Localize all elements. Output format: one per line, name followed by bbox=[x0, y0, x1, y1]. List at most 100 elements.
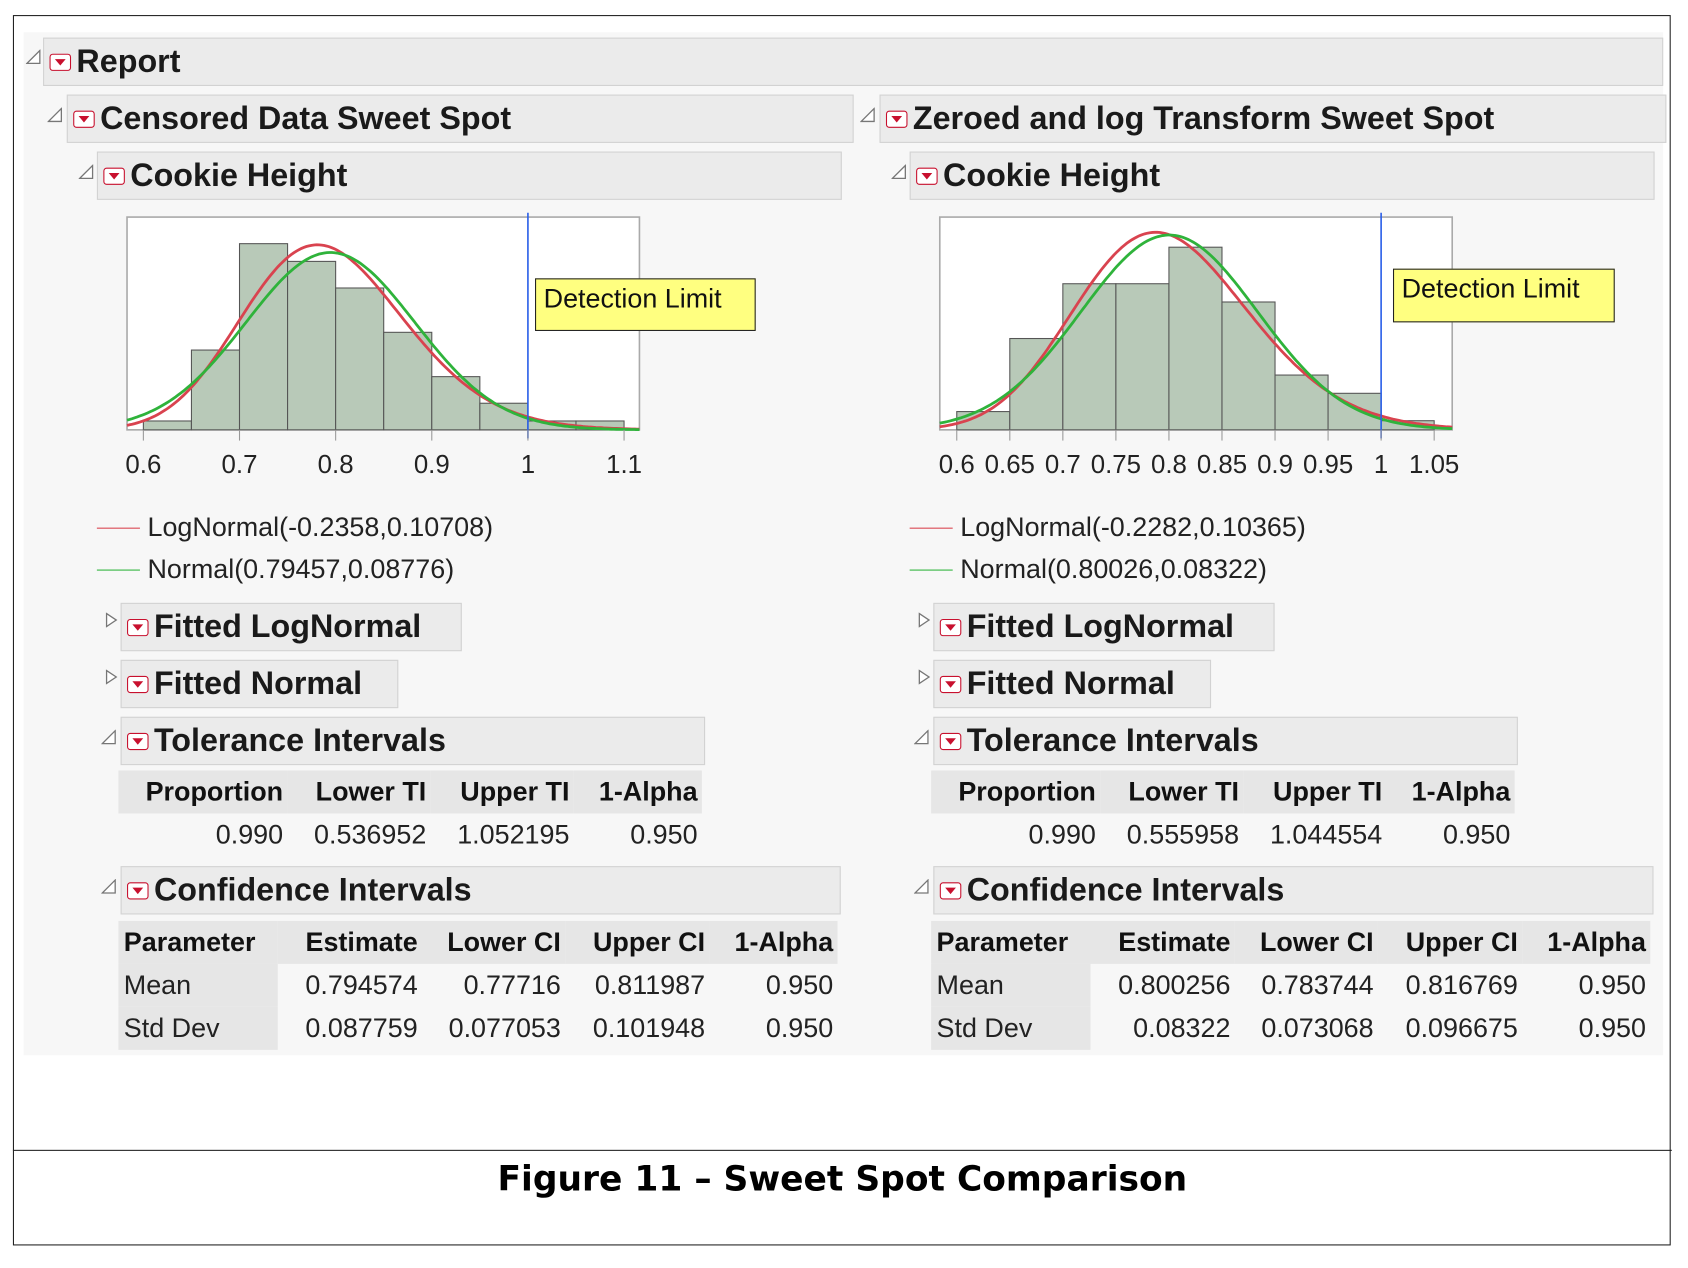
column-header[interactable]: Upper CI bbox=[565, 920, 710, 964]
histogram-bar bbox=[431, 376, 481, 431]
detection-limit-annotation[interactable]: Detection Limit bbox=[535, 278, 756, 331]
red-triangle-menu-icon[interactable] bbox=[127, 618, 149, 636]
legend-swatch-lognormal bbox=[909, 527, 953, 529]
panel-header[interactable]: Censored Data Sweet Spot bbox=[66, 94, 854, 143]
column-header[interactable]: 1-Alpha bbox=[573, 770, 702, 814]
fitted-lognormal-header[interactable]: Fitted LogNormal bbox=[933, 602, 1275, 652]
disclosure-open-icon[interactable] bbox=[47, 107, 63, 123]
confidence-intervals-header[interactable]: Confidence Intervals bbox=[120, 866, 841, 915]
column-header[interactable]: Parameter bbox=[118, 920, 278, 964]
disclosure-closed-icon[interactable] bbox=[103, 612, 118, 628]
column-header[interactable]: 1-Alpha bbox=[709, 920, 838, 964]
table-cell: 0.950 bbox=[1578, 969, 1646, 1000]
column-header[interactable]: Estimate bbox=[1090, 920, 1235, 964]
table-cell: 0.950 bbox=[765, 1012, 834, 1043]
column-header[interactable]: Upper TI bbox=[430, 770, 574, 814]
fitted-lognormal-title: Fitted LogNormal bbox=[153, 608, 422, 645]
legend-label-lognormal: LogNormal(-0.2282,0.10365) bbox=[960, 512, 1306, 543]
table-header-row: Proportion Lower TI Upper TI 1-Alpha bbox=[118, 770, 702, 814]
variable-title: Cookie Height bbox=[130, 157, 348, 193]
disclosure-closed-icon[interactable] bbox=[916, 612, 931, 628]
x-tick-label: 0.9 bbox=[1257, 451, 1293, 479]
variable-header[interactable]: Cookie Height bbox=[96, 151, 842, 200]
column-header[interactable]: Lower CI bbox=[421, 920, 566, 964]
disclosure-closed-icon[interactable] bbox=[103, 669, 118, 685]
red-triangle-menu-icon[interactable] bbox=[916, 167, 938, 185]
table-cell: 0.101948 bbox=[592, 1012, 706, 1043]
confidence-intervals-header[interactable]: Confidence Intervals bbox=[933, 866, 1654, 915]
column-header[interactable]: Lower TI bbox=[287, 770, 431, 814]
red-triangle-menu-icon[interactable] bbox=[939, 732, 962, 750]
red-triangle-menu-icon[interactable] bbox=[127, 881, 149, 899]
disclosure-open-icon[interactable] bbox=[101, 879, 116, 894]
red-triangle-menu-icon[interactable] bbox=[885, 110, 908, 128]
detection-limit-annotation[interactable]: Detection Limit bbox=[1392, 268, 1615, 323]
tolerance-intervals-header[interactable]: Tolerance Intervals bbox=[933, 716, 1518, 766]
column-header[interactable]: Estimate bbox=[277, 920, 422, 964]
column-header[interactable]: Lower CI bbox=[1234, 920, 1378, 964]
disclosure-open-icon[interactable] bbox=[860, 107, 875, 123]
tolerance-intervals-title: Tolerance Intervals bbox=[153, 722, 446, 759]
table-cell: 0.794574 bbox=[305, 969, 418, 1000]
x-tick-label: 0.7 bbox=[1045, 451, 1081, 479]
red-triangle-menu-icon[interactable] bbox=[939, 675, 962, 693]
x-tick-label: 0.75 bbox=[1091, 451, 1141, 479]
disclosure-open-icon[interactable] bbox=[78, 164, 94, 180]
table-row: Mean 0.794574 0.77716 0.811987 0.950 bbox=[118, 963, 837, 1007]
variable-header[interactable]: Cookie Height bbox=[909, 151, 1655, 200]
column-header[interactable]: Upper TI bbox=[1243, 770, 1387, 814]
panel-title: Censored Data Sweet Spot bbox=[100, 100, 512, 136]
confidence-intervals-table: Parameter Estimate Lower CI Upper CI 1-A… bbox=[118, 920, 838, 1050]
table-cell: 0.087759 bbox=[305, 1012, 418, 1043]
x-tick-label: 1 bbox=[521, 451, 535, 479]
column-header[interactable]: Parameter bbox=[931, 920, 1091, 964]
column-header[interactable]: Proportion bbox=[931, 770, 1101, 814]
column-header[interactable]: Proportion bbox=[118, 770, 288, 814]
disclosure-open-icon[interactable] bbox=[891, 164, 906, 180]
table-cell: Mean bbox=[931, 963, 1091, 1007]
report-title: Report bbox=[76, 43, 181, 79]
red-triangle-menu-icon[interactable] bbox=[73, 110, 95, 128]
fitted-normal-header[interactable]: Fitted Normal bbox=[933, 659, 1212, 709]
red-triangle-menu-icon[interactable] bbox=[939, 618, 962, 636]
tolerance-intervals-header[interactable]: Tolerance Intervals bbox=[120, 716, 706, 766]
table-header-row: Proportion Lower TI Upper TI 1-Alpha bbox=[931, 770, 1515, 814]
column-header[interactable]: 1-Alpha bbox=[1522, 920, 1651, 964]
table-cell: 0.990 bbox=[215, 819, 284, 850]
histogram-bar bbox=[287, 260, 337, 431]
disclosure-closed-icon[interactable] bbox=[916, 669, 931, 685]
disclosure-open-icon[interactable] bbox=[101, 729, 116, 745]
red-triangle-menu-icon[interactable] bbox=[103, 167, 125, 185]
table-row: Std Dev 0.087759 0.077053 0.101948 0.950 bbox=[118, 1006, 837, 1050]
fitted-normal-header[interactable]: Fitted Normal bbox=[120, 659, 399, 709]
analysis-panel-1: Censored Data Sweet Spot Cookie Height 0… bbox=[43, 0, 861, 1075]
table-cell: 0.096675 bbox=[1405, 1012, 1518, 1043]
panel-header[interactable]: Zeroed and log Transform Sweet Spot bbox=[879, 94, 1667, 143]
table-cell: 0.783744 bbox=[1261, 969, 1374, 1000]
red-triangle-menu-icon[interactable] bbox=[127, 675, 149, 693]
table-cell: 0.950 bbox=[1442, 819, 1511, 850]
table-row: Mean 0.800256 0.783744 0.816769 0.950 bbox=[931, 963, 1650, 1007]
table-cell: Mean bbox=[118, 963, 278, 1007]
column-header[interactable]: Lower TI bbox=[1100, 770, 1244, 814]
legend-label-normal: Normal(0.80026,0.08322) bbox=[960, 554, 1267, 585]
column-header[interactable]: Upper CI bbox=[1377, 920, 1523, 964]
x-tick-label: 1.1 bbox=[606, 451, 642, 479]
column-header[interactable]: 1-Alpha bbox=[1386, 770, 1515, 814]
red-triangle-menu-icon[interactable] bbox=[939, 881, 962, 899]
fitted-lognormal-header[interactable]: Fitted LogNormal bbox=[120, 602, 462, 652]
legend-swatch-normal bbox=[96, 569, 140, 571]
red-triangle-menu-icon[interactable] bbox=[127, 732, 149, 750]
confidence-intervals-title: Confidence Intervals bbox=[966, 872, 1285, 908]
x-tick-label: 0.8 bbox=[318, 451, 354, 479]
disclosure-open-icon[interactable] bbox=[913, 729, 929, 745]
legend-label-normal: Normal(0.79457,0.08776) bbox=[147, 554, 455, 585]
table-header-row: Parameter Estimate Lower CI Upper CI 1-A… bbox=[931, 920, 1651, 964]
disclosure-open-icon[interactable] bbox=[25, 49, 41, 65]
red-triangle-menu-icon[interactable] bbox=[49, 53, 72, 71]
lognormal-fit-curve bbox=[126, 243, 640, 431]
report-header[interactable]: Report bbox=[43, 37, 1664, 86]
disclosure-open-icon[interactable] bbox=[913, 879, 929, 894]
figure-frame bbox=[12, 15, 1671, 1246]
histogram-bar bbox=[383, 331, 433, 431]
